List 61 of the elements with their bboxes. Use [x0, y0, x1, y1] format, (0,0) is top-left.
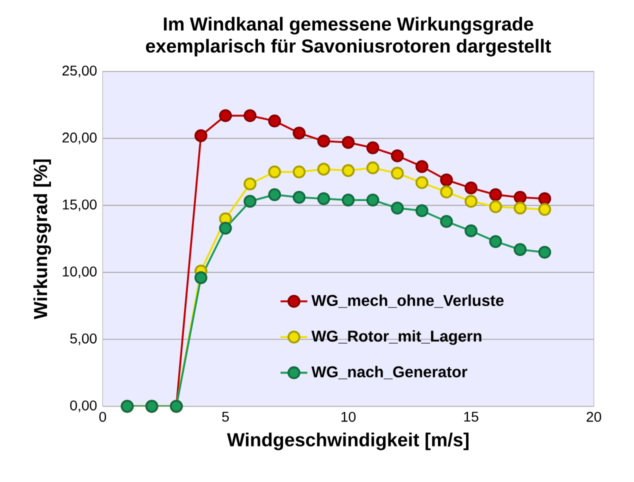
point — [219, 109, 232, 122]
point — [317, 192, 330, 206]
point — [366, 141, 380, 154]
point — [440, 173, 453, 186]
point — [292, 126, 306, 140]
point — [390, 149, 404, 162]
point — [514, 190, 527, 204]
x-tick-label: 15 — [464, 412, 478, 422]
point — [244, 177, 256, 190]
point — [366, 193, 380, 206]
point — [464, 181, 478, 194]
legend-label: WG_mech_ohne_Verluste — [311, 294, 504, 308]
point — [194, 271, 208, 284]
point — [317, 162, 330, 176]
point — [440, 185, 453, 198]
point — [538, 246, 552, 259]
point — [489, 235, 502, 248]
chart-title: Im Windkanal gemessene Wirkungsgrade — [164, 16, 534, 34]
x-axis-title: Windgeschwindigkeit [m/s] — [227, 432, 468, 450]
point — [538, 192, 552, 206]
point — [538, 202, 552, 216]
point — [489, 200, 502, 214]
y-tick-label: 15,00 — [62, 199, 97, 212]
point — [514, 202, 527, 214]
legend-label: WG_nach_Generator — [311, 366, 468, 380]
point — [317, 134, 330, 148]
point — [268, 114, 282, 128]
point — [489, 188, 502, 201]
point — [219, 222, 232, 234]
x-tick-label: 20 — [586, 412, 602, 422]
y-axis-title: Wirkungsgrad [%] — [33, 159, 52, 320]
point — [342, 136, 355, 149]
point — [366, 161, 380, 174]
point — [464, 224, 478, 238]
point — [342, 193, 355, 206]
y-tick-label: 10,00 — [62, 266, 97, 278]
point — [440, 214, 453, 228]
point — [390, 202, 404, 214]
point — [415, 176, 428, 189]
point — [268, 188, 282, 201]
y-tick-label: 25,00 — [62, 65, 97, 78]
point — [292, 190, 306, 204]
y-tick-label: 5,00 — [70, 333, 97, 346]
point — [415, 204, 428, 218]
point — [244, 109, 256, 122]
point — [514, 243, 527, 256]
legend-label: WG_Rotor_mit_Lagern — [311, 330, 482, 345]
x-tick-label: 0 — [99, 412, 106, 422]
x-tick-label: 5 — [222, 412, 229, 422]
point — [194, 129, 208, 142]
x-tick-label: 10 — [341, 412, 356, 422]
point — [268, 165, 282, 178]
point — [390, 166, 404, 180]
y-tick-label: 20,00 — [62, 132, 97, 144]
y-tick-label: 0,00 — [70, 400, 97, 412]
point — [464, 194, 478, 208]
point — [244, 194, 256, 208]
chart-subtitle: exemplarisch für Savoniusrotoren dargestellt — [146, 38, 551, 56]
point — [415, 160, 428, 173]
point — [342, 164, 355, 177]
point — [292, 165, 306, 178]
